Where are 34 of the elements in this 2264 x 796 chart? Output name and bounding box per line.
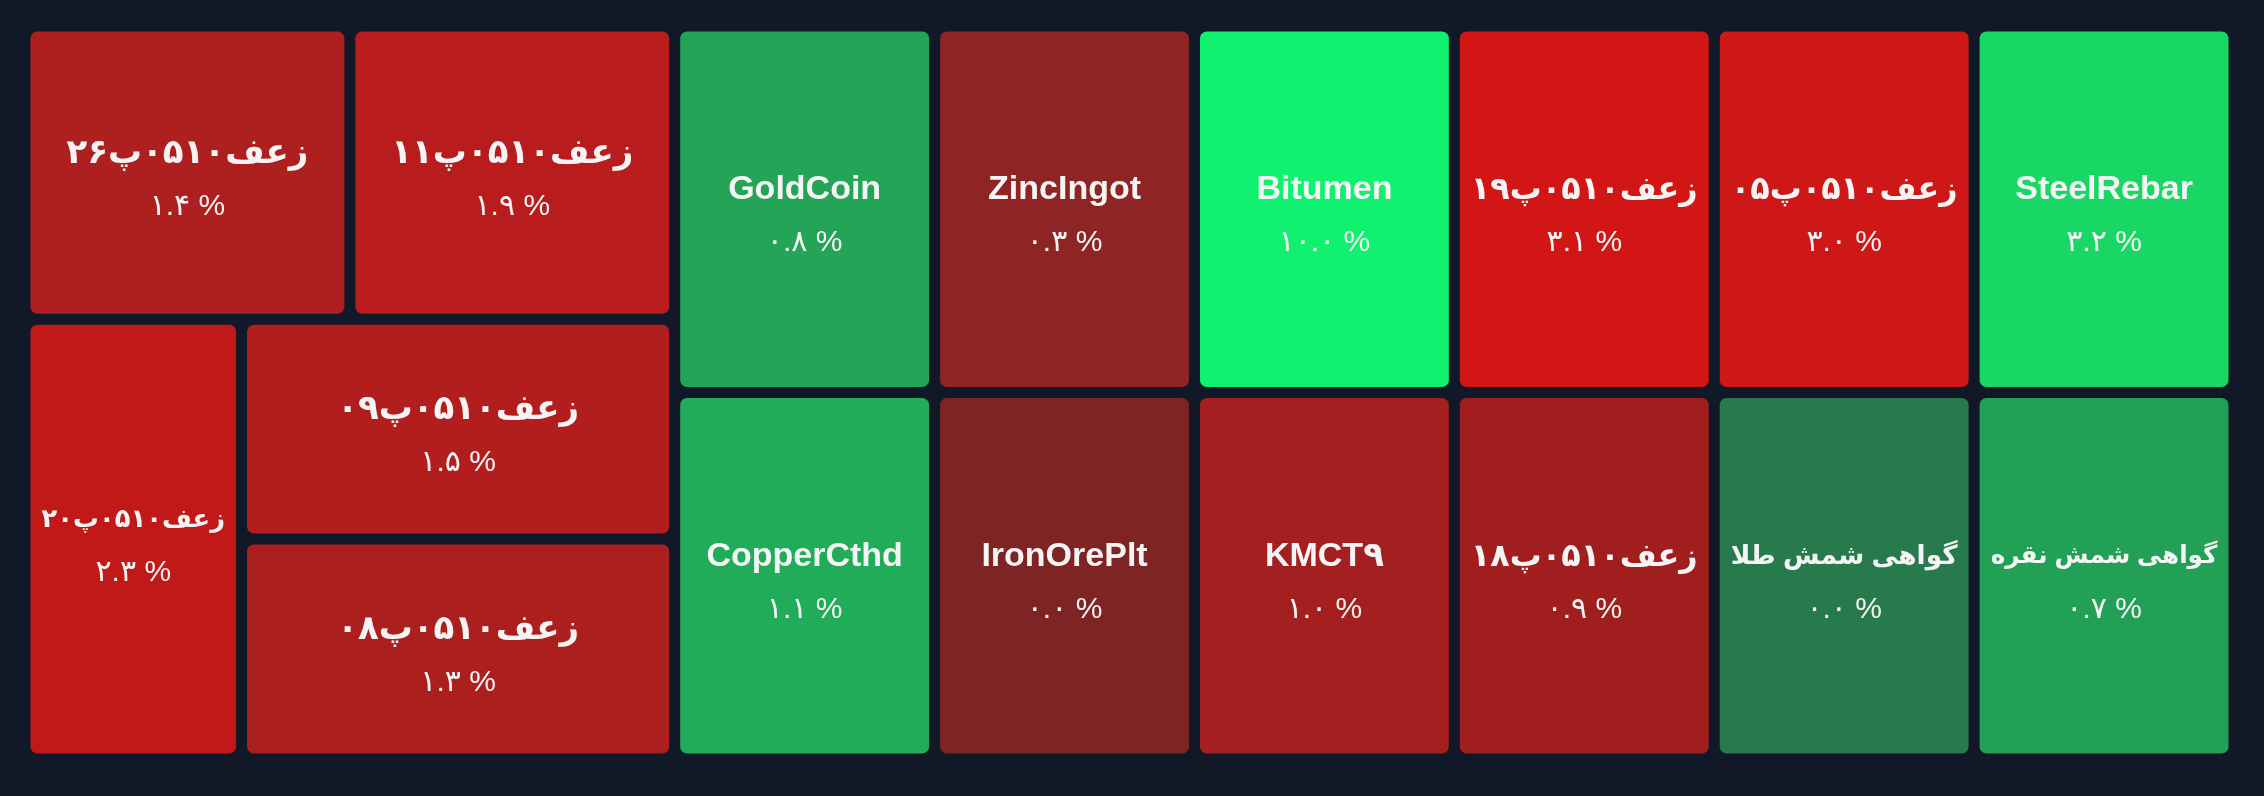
data-label: ۰.۳ % xyxy=(1026,224,1103,258)
category-label: زعف۰۵۱۰پ۱۸ xyxy=(1470,536,1698,574)
category-label: گواهی شمش نقره xyxy=(1990,539,2219,570)
data-label: ۳.۰ % xyxy=(1806,224,1882,258)
category-label: زعف۰۵۱۰پ۱۱ xyxy=(391,131,634,171)
data-label: ۱۰.۰ % xyxy=(1278,224,1371,258)
category-label: SteelRebar xyxy=(2015,168,2193,207)
category-label: KMCT۹ xyxy=(1264,534,1385,573)
category-label: GoldCoin xyxy=(728,168,882,207)
data-label: ۱.۳ % xyxy=(420,664,496,698)
category-label: Bitumen xyxy=(1256,168,1393,207)
data-label: ۰.۰ % xyxy=(1026,590,1103,624)
data-label: ۳.۱ % xyxy=(1546,224,1623,258)
category-label: زعف۰۵۱۰پ۲۶ xyxy=(66,131,309,171)
data-label: ۰.۹ % xyxy=(1546,590,1623,624)
category-label: ZincIngot xyxy=(988,168,1142,207)
category-label: زعف۰۵۱۰پ۱۹ xyxy=(1470,170,1698,208)
category-label: CopperCthd xyxy=(706,534,903,573)
category-label: گواهی شمش طلا xyxy=(1730,538,1959,571)
data-label: ۱.۹ % xyxy=(474,187,551,221)
data-label: ۰.۰ % xyxy=(1806,590,1882,624)
data-label: ۱.۰ % xyxy=(1286,590,1363,624)
category-label: زعف۰۵۱۰پ۰۵ xyxy=(1730,170,1958,208)
data-label: ۰.۷ % xyxy=(2066,590,2142,624)
data-label: ۱.۴ % xyxy=(149,187,226,221)
category-label: IronOrePlt xyxy=(981,534,1148,573)
category-label: زعف۰۵۱۰پ۲۰ xyxy=(41,504,226,534)
category-label: زعف۰۵۱۰پ۰۸ xyxy=(337,608,580,648)
data-label: ۰.۸ % xyxy=(766,224,843,258)
data-label: ۱.۱ % xyxy=(766,590,843,624)
data-label: ۱.۵ % xyxy=(420,444,496,478)
data-label: ۲.۳ % xyxy=(95,554,172,588)
category-label: زعف۰۵۱۰پ۰۹ xyxy=(337,388,580,428)
data-label: ۳.۲ % xyxy=(2066,224,2142,258)
